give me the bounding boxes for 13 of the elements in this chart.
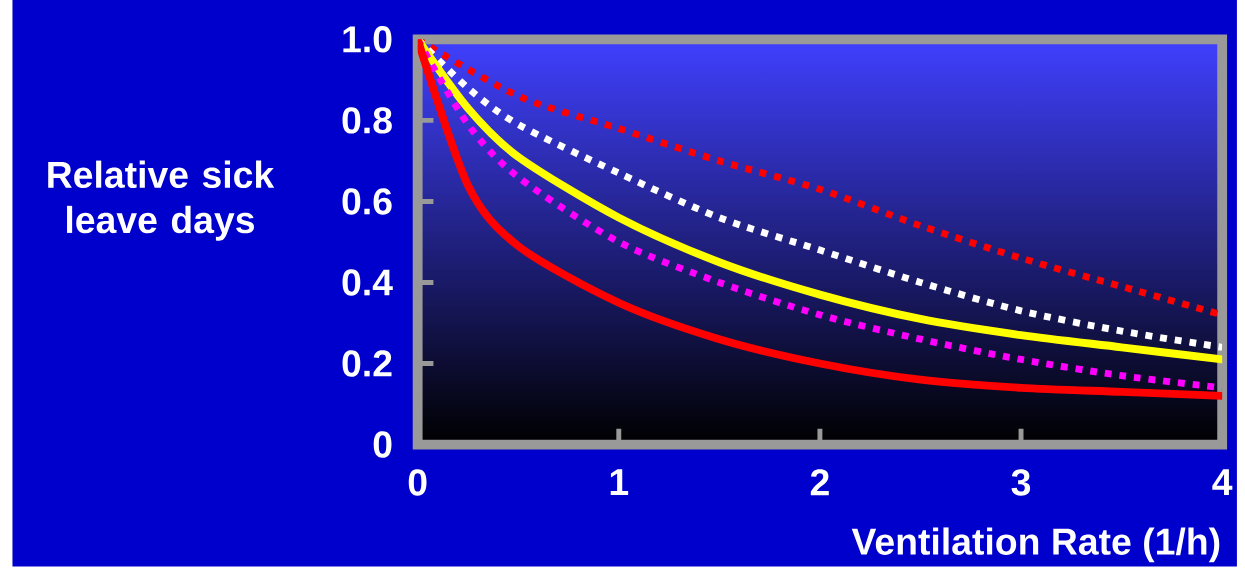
x-tick-label: 0 <box>408 469 427 496</box>
x-axis-title: Ventilation Rate (1/h) <box>851 527 1220 563</box>
y-tick-label: 0.4 <box>342 269 393 296</box>
x-tick-label: 1 <box>610 469 629 496</box>
y-tick-label: 0.6 <box>342 188 392 215</box>
y-tick-label: 0.2 <box>342 350 392 377</box>
x-tick-label: 4 <box>1212 469 1233 496</box>
x-tick-label: 2 <box>810 469 829 496</box>
x-tick-label: 3 <box>1011 469 1031 496</box>
y-axis-title: Relative sick leave days <box>48 160 275 241</box>
y-tick-label: 0.8 <box>342 107 392 134</box>
y-tick-label: 0 <box>373 431 392 458</box>
y-tick-label: 1.0 <box>343 26 392 53</box>
